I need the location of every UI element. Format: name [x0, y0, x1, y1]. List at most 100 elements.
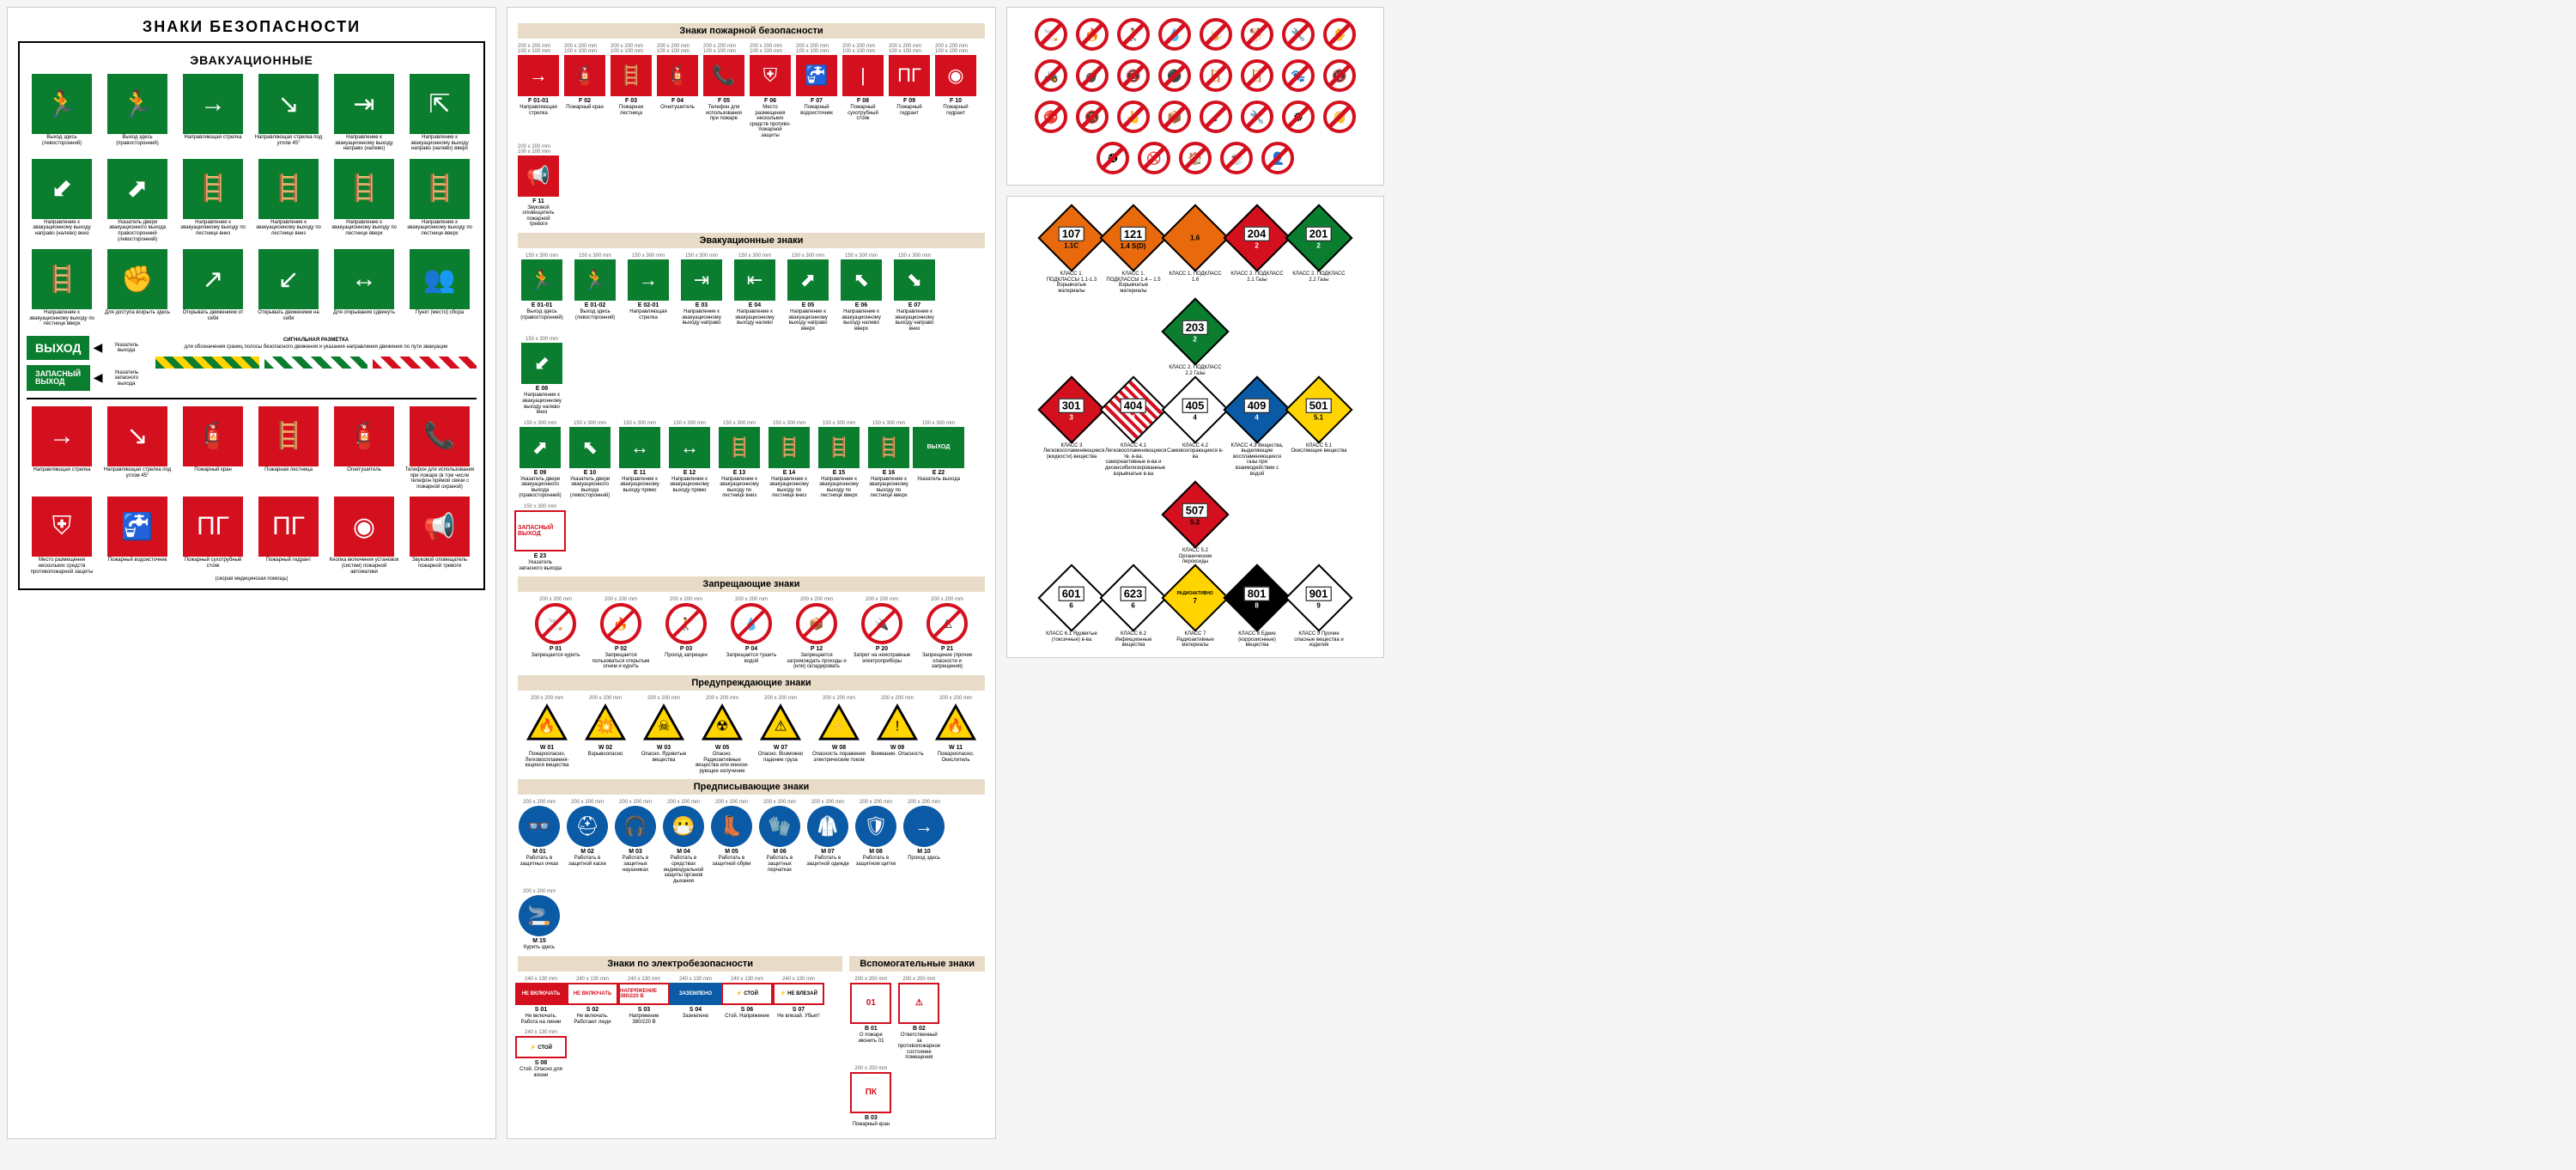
warn-signs-grid: 200 x 200 mm🔥W 01Пожароопасно. Легковосп… — [518, 696, 985, 774]
sign-cell: 150 x 300 mmВЫХОДE 22Указатель выхода — [916, 421, 961, 499]
sign-icon: 📞 — [410, 406, 470, 466]
elec-sign-cell: 240 x 130 mmНАПРЯЖЕНИЕ 380/220 ВS 03Напр… — [621, 977, 667, 1025]
sign-icon: ⇱ — [410, 74, 470, 134]
elec-sign: ⚡ СТОЙ — [515, 1036, 567, 1058]
sign-icon: ⇥ — [681, 259, 722, 301]
sign-cell: 200 x 200 mm🧤M 06Работать в защитных пер… — [758, 800, 801, 884]
sign-icon: ⇤ — [734, 259, 775, 301]
sign-cell: 🪜Направление к эвакуационному выходу по … — [253, 159, 324, 242]
sign-icon: ☢ — [702, 702, 743, 743]
hazard-diamond-cell: 1.6КЛАСС 1. ПОДКЛАСС 1.6 — [1167, 205, 1224, 294]
sign-cell: 🪜Направление к эвакуационному выходу по … — [404, 159, 475, 242]
sign-cell: 150 x 300 mm↔E 11Направление к эвакуацио… — [617, 421, 662, 499]
sign-icon: ⬉ — [569, 427, 611, 468]
sign-cell: 150 x 300 mmЗАПАСНЫЙ ВЫХОДE 23Указатель … — [518, 504, 562, 571]
sign-icon: → — [183, 74, 243, 134]
elec-sign-cell: 240 x 130 mm⚡ СТОЙS 06Стой. Напряжение — [724, 977, 770, 1025]
sign-icon: ⬈ — [787, 259, 829, 301]
sign-cell: 👥Пункт (место) сбора — [404, 249, 475, 327]
sign-cell: 200 x 200 mm!W 09Внимание. Опасность — [871, 696, 924, 774]
sign-cell: 150 x 300 mm⬊E 07Направление к эвакуацио… — [890, 253, 939, 332]
sign-cell: 200 x 200 mm🚬P 01Запрещается курить — [526, 597, 586, 670]
sign-icon: 01 — [850, 983, 891, 1024]
prohibition-circle: 👆 — [1117, 101, 1150, 133]
sign-icon: 📢 — [410, 497, 470, 557]
sign-cell: 200 x 200 mm☠W 03Опасно. Ядовитые вещест… — [637, 696, 690, 774]
prohibition-circle: ✋ — [1323, 18, 1356, 51]
stripe-red-white — [373, 356, 477, 369]
elec-sign-cell: 240 x 130 mm⚡ НЕ ВЛЕЗАЙS 07Не влезай. Уб… — [775, 977, 822, 1025]
hazard-diamond: РАДИОАКТИВНО7 — [1161, 564, 1229, 631]
sign-cell: 200 x 200 mm🚬M 15Курить здесь — [518, 889, 561, 951]
sign-icon: 🥼 — [807, 806, 848, 847]
prohibition-grid: 🚬🔥🚶💧🍺🐕🔧✋🚜💣📵⚫🪜🪜🐾🔇⛔🔕👆📦↕🔧⚙👋✪🚫🏠☕👤 — [1016, 16, 1375, 176]
sign-icon: ◉ — [935, 55, 976, 96]
sign-icon: 🪜 — [410, 159, 470, 219]
hazard-diamond: 8018 — [1223, 564, 1291, 631]
prohibition-circle: 🔥 — [1076, 18, 1109, 51]
sign-icon: ⬈ — [107, 159, 167, 219]
sign-icon: 🪜 — [183, 159, 243, 219]
prohibition-circle: 🍺 — [1200, 18, 1232, 51]
svg-text:⚠: ⚠ — [775, 719, 787, 734]
evac-row-2: ⬋Направление к эвакуационному выходу нап… — [27, 159, 477, 242]
sign-cell: 200 x 200 mm⚠W 07Опасно. Возможно падени… — [754, 696, 807, 774]
sign-icon: 🚶 — [665, 603, 707, 644]
prohibition-circle: ⚫ — [1158, 59, 1191, 92]
sign-cell: 150 x 300 mm⬋E 08Направление к эвакуацио… — [518, 337, 566, 415]
sign-cell: 150 x 300 mm🪜E 16Направление к эвакуацио… — [866, 421, 911, 499]
sign-cell: 200 x 200 mm🔥W 11Пожароопасно. Окислител… — [929, 696, 982, 774]
sign-cell: 200 x 200 mm 100 x 100 mm🚰F 07Пожарный в… — [796, 44, 837, 139]
sign-cell: ↘Направляющая стрелка под углом 45° — [102, 406, 173, 490]
hazard-diamond: 1211.4 S(D) — [1099, 204, 1167, 271]
sign-icon: 🎧 — [615, 806, 656, 847]
sign-icon: 🪜 — [868, 427, 909, 468]
sign-cell: 200 x 200 mm⚡W 08Опасность поражения эле… — [812, 696, 866, 774]
sign-cell: ↘Направляющая стрелка под углом 45° — [253, 74, 324, 152]
hazard-row-3: 6016КЛАСС 6.1 Ядовитые (токсичные) в-ва6… — [1016, 565, 1375, 649]
elec-sign: НЕ ВКЛЮЧАТЬ — [567, 983, 618, 1005]
sign-icon: 🧯 — [657, 55, 698, 96]
hazard-diamond: 4094 — [1223, 375, 1291, 443]
prohibition-circle: 🪜 — [1241, 59, 1273, 92]
sign-cell: 200 x 200 mm🥼M 07Работать в защитной оде… — [806, 800, 849, 884]
prohibition-circle: 🚫 — [1138, 142, 1170, 174]
prohibition-circle: 🚶 — [1117, 18, 1150, 51]
stripe-green-white — [264, 356, 368, 369]
panel-hazard-diamonds: 1071.1CКЛАСС 1. ПОДКЛАССЫ 1.1-1.3 Взрывч… — [1006, 196, 1384, 658]
sign-icon: → — [518, 55, 559, 96]
stripe-green-yellow — [155, 356, 259, 369]
sign-cell: 🪜Пожарная лестница — [253, 406, 324, 490]
sign-cell: 200 x 200 mm📦P 12Запрещается загромождат… — [787, 597, 847, 670]
sign-cell: 200 x 200 mm 100 x 100 mm⛨F 06Место разм… — [750, 44, 791, 139]
hazard-diamond-cell: 2042КЛАСС 2. ПОДКЛАСС 2.1 Газы — [1229, 205, 1285, 294]
panel1-subtitle: ЭВАКУАЦИОННЫЕ — [27, 53, 477, 67]
aux-signs-grid: 200 x 200 mm01B 01О пожаре звонить 01200… — [849, 977, 985, 1128]
hazard-diamond: 3013 — [1037, 375, 1105, 443]
sign-icon: 🪜 — [334, 159, 394, 219]
sign-cell: 200 x 200 mm 100 x 100 mm|F 08Пожарный с… — [842, 44, 884, 139]
cat-prohibit: Запрещающие знаки — [518, 576, 985, 592]
sign-icon: ⚠ — [898, 983, 939, 1024]
sign-cell: ⇱Направление к эвакуационному выходу нап… — [404, 74, 475, 152]
sign-icon: 🏃 — [521, 259, 562, 301]
sign-cell: 200 x 200 mm💧P 04Запрещается тушить водо… — [721, 597, 781, 670]
sign-icon: 🛡 — [855, 806, 896, 847]
elec-sign-cell: 240 x 130 mm⚡ СТОЙS 08Стой. Опасно для ж… — [518, 1030, 564, 1078]
prohibition-circle: 💧 — [1158, 18, 1191, 51]
elec-sign: ЗАЗЕМЛЕНО — [670, 983, 721, 1005]
hazard-diamond: 5075.2 — [1161, 481, 1229, 549]
sign-cell: 200 x 200 mm🔥P 02Запрещается пользоватьс… — [591, 597, 651, 670]
sign-icon: ⬋ — [32, 159, 92, 219]
sign-icon: 😷 — [663, 806, 704, 847]
sign-cell: ✊Для доступа вскрыть здесь — [102, 249, 173, 327]
sign-icon: ↗ — [183, 249, 243, 309]
cat-mandate: Предписывающие знаки — [518, 779, 985, 795]
prohibition-circle: 📵 — [1117, 59, 1150, 92]
exit-pointer-label: Указатель выхода — [106, 343, 147, 354]
hazard-diamond: 2012 — [1285, 204, 1352, 271]
evac-signs-grid-2: 150 x 300 mm⬈E 09Указатель двери эвакуац… — [518, 421, 985, 572]
sign-icon: 🧤 — [759, 806, 800, 847]
sign-icon: 🏃 — [107, 74, 167, 134]
sign-cell: ↗Открывать движением от себя — [178, 249, 248, 327]
